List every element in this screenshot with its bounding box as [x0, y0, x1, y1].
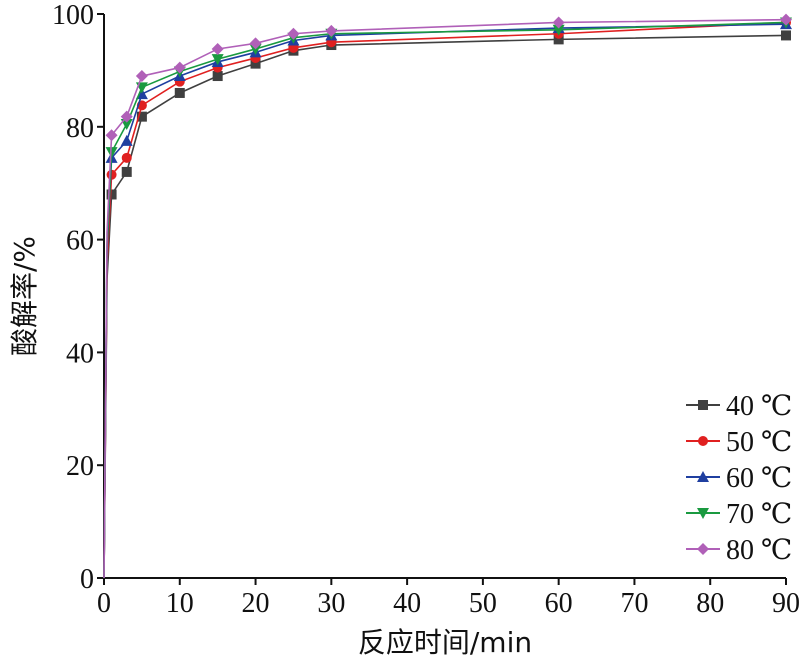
x-tick-label: 70 — [620, 588, 648, 619]
data-point — [552, 24, 565, 36]
y-tick-label: 20 — [66, 451, 94, 482]
legend-item: 60 ℃ — [686, 463, 792, 494]
y-axis-title: 酸解率/% — [8, 236, 41, 356]
tick-labels: 0 10 20 30 40 50 60 70 80 90 0 20 40 60 80 100 — [52, 0, 800, 619]
data-point — [120, 118, 133, 130]
series-line — [103, 23, 787, 579]
series-1 — [103, 17, 791, 579]
data-point — [552, 16, 565, 29]
data-point — [553, 34, 564, 45]
legend-label: 50 ℃ — [726, 427, 792, 458]
legend-marker — [697, 471, 709, 482]
legend-marker — [698, 436, 708, 446]
legend-label: 70 ℃ — [726, 499, 792, 530]
data-point — [212, 71, 223, 82]
legend-item: 50 ℃ — [686, 427, 792, 458]
x-tick-label: 0 — [97, 588, 111, 619]
x-tick-label: 10 — [166, 588, 194, 619]
data-point — [780, 13, 792, 26]
axes — [97, 13, 787, 585]
y-tick-label: 80 — [66, 113, 94, 144]
x-tick-label: 30 — [317, 588, 345, 619]
series-2 — [103, 18, 792, 579]
x-axis-title: 反应时间/min — [358, 626, 532, 659]
legend-item: 70 ℃ — [686, 499, 792, 530]
legend-marker — [697, 543, 709, 555]
series-line — [103, 21, 787, 579]
y-tick-label: 40 — [66, 338, 94, 369]
data-point — [174, 87, 185, 98]
data-point — [287, 27, 300, 40]
data-point — [173, 61, 186, 74]
data-point — [136, 111, 147, 122]
series-line — [103, 18, 787, 579]
legend-label: 40 ℃ — [726, 391, 792, 422]
data-point — [249, 37, 262, 50]
data-point — [250, 58, 261, 69]
legend-item: 40 ℃ — [686, 391, 792, 422]
series-3 — [103, 17, 792, 579]
data-point — [105, 147, 118, 159]
x-tick-label: 50 — [469, 588, 497, 619]
legend-label: 60 ℃ — [726, 463, 792, 494]
y-tick-label: 60 — [66, 226, 94, 257]
x-tick-label: 40 — [393, 588, 421, 619]
data-point — [781, 30, 791, 41]
x-tick-label: 60 — [545, 588, 573, 619]
legend-marker — [697, 508, 709, 519]
x-tick-label: 90 — [772, 588, 800, 619]
series-4 — [103, 13, 792, 579]
data-point — [120, 134, 133, 146]
series-layer — [103, 13, 792, 579]
series-0 — [103, 30, 791, 579]
legend: 40 ℃ 50 ℃ 60 ℃ 70 ℃ 80 ℃ — [686, 391, 792, 566]
x-tick-label: 20 — [242, 588, 270, 619]
data-point — [106, 189, 117, 200]
legend-marker — [698, 400, 708, 410]
data-point — [105, 129, 118, 142]
legend-item: 80 ℃ — [686, 535, 792, 566]
data-point — [121, 166, 132, 177]
data-point — [121, 152, 132, 163]
data-point — [325, 24, 338, 37]
series-line — [103, 34, 787, 579]
legend-label: 80 ℃ — [726, 535, 792, 566]
data-point — [211, 42, 224, 55]
data-point — [249, 43, 262, 55]
data-point — [135, 70, 148, 83]
x-tick-label: 80 — [696, 588, 724, 619]
y-tick-label: 100 — [52, 0, 94, 31]
series-line — [103, 21, 787, 579]
data-point — [120, 110, 133, 123]
y-tick-label: 0 — [80, 564, 94, 595]
data-point — [211, 54, 224, 66]
